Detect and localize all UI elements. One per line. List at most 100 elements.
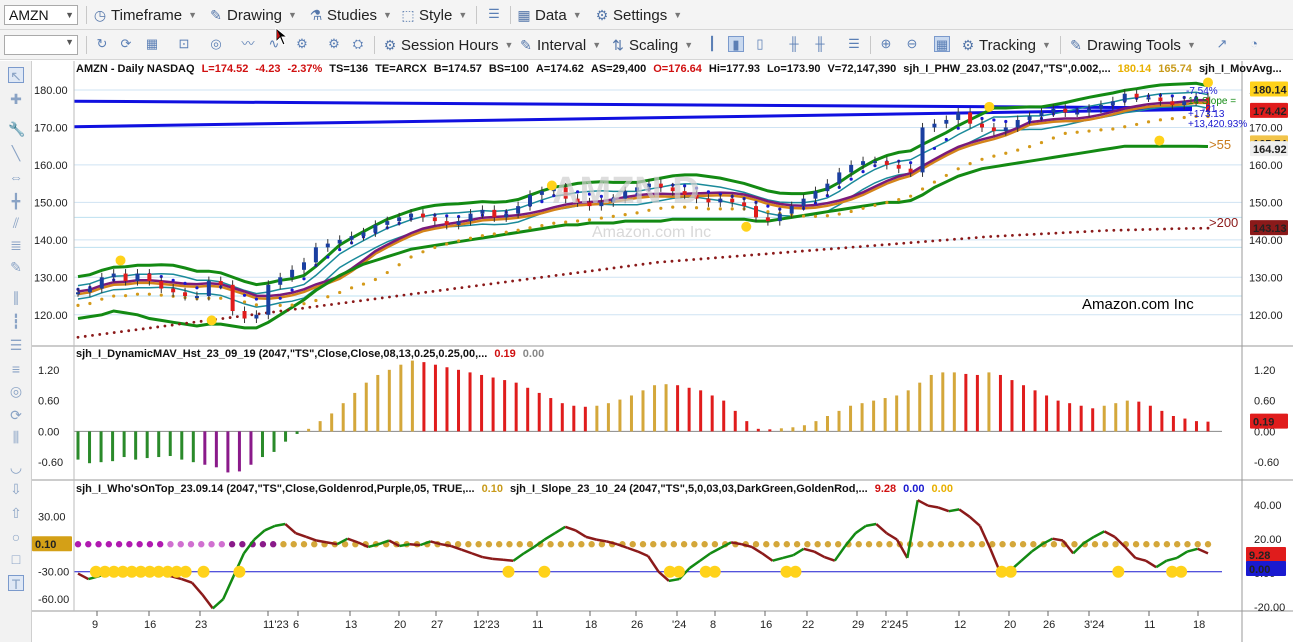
- ma200-dot: [402, 293, 406, 297]
- drawing-tools-menu[interactable]: ✎ Drawing Tools ▼: [1068, 35, 1196, 55]
- ma200-dot: [1090, 229, 1094, 233]
- crosshair-icon[interactable]: ✚: [10, 91, 22, 107]
- slope-segment: [720, 541, 732, 549]
- ray-icon[interactable]: ⇔: [9, 169, 23, 185]
- gold-dot: [849, 209, 853, 214]
- settings-menu[interactable]: ⚙ Settings ▼: [594, 5, 682, 25]
- vertical-lines-icon[interactable]: ∥: [12, 289, 20, 305]
- price-pane[interactable]: [73, 77, 1213, 339]
- candle-body: [1206, 97, 1210, 111]
- reload-icon[interactable]: ⟳: [120, 36, 132, 51]
- ohlc-icon[interactable]: ╫: [789, 36, 799, 51]
- channel-icon[interactable]: ⫽: [12, 215, 20, 231]
- cycle-icon[interactable]: ⟳: [10, 407, 22, 423]
- gold-dot: [504, 230, 508, 234]
- grid-lines-icon[interactable]: ≡: [11, 361, 21, 377]
- signal-dot: [179, 565, 192, 578]
- arrow-up-icon[interactable]: ⇧: [10, 505, 22, 521]
- chevron-down-icon[interactable]: ▼: [65, 10, 74, 20]
- ma200-dot: [663, 260, 667, 264]
- slope-segment: [221, 575, 235, 600]
- studies-menu[interactable]: ⚗ Studies ▼: [308, 5, 392, 25]
- candlestick-icon[interactable]: ▮: [728, 36, 744, 52]
- wrench-icon[interactable]: 🔧: [8, 121, 26, 137]
- candle-body: [266, 284, 271, 315]
- histogram-pane[interactable]: [74, 360, 1222, 473]
- histogram-bar: [318, 421, 322, 432]
- ma200-dot: [960, 237, 964, 241]
- fib-icon[interactable]: ≣: [10, 237, 22, 253]
- ellipse-icon[interactable]: ○: [11, 529, 21, 545]
- histogram-bar: [457, 369, 461, 432]
- table-icon[interactable]: ▦: [145, 36, 159, 51]
- refresh-icon[interactable]: ↻: [96, 36, 108, 51]
- interval-menu[interactable]: ✎ Interval ▼: [518, 35, 601, 55]
- horizontal-line-icon[interactable]: ╋: [11, 193, 21, 209]
- panes-icon[interactable]: ☰: [848, 36, 860, 51]
- chart-area[interactable]: 180.00180.00170.00170.00160.00160.00150.…: [32, 61, 1293, 642]
- symbol-input[interactable]: AMZN ▼: [4, 5, 78, 25]
- pen-icon[interactable]: ✎: [10, 259, 22, 275]
- hlc-icon[interactable]: ╫: [815, 36, 825, 51]
- text-tool-icon[interactable]: T: [8, 575, 24, 592]
- settings-square-icon[interactable]: ⛭: [352, 36, 364, 51]
- bars-chart-icon[interactable]: ┃: [708, 36, 716, 51]
- histogram-bar: [480, 374, 484, 432]
- x-tick-label: 11: [532, 619, 543, 631]
- zoom-pane-icon[interactable]: ⊡: [178, 36, 190, 51]
- indicator-icon[interactable]: ∿: [268, 36, 280, 51]
- candle-body: [87, 288, 92, 293]
- ma200-dot: [1192, 227, 1195, 230]
- workspace-select[interactable]: ▼: [4, 35, 78, 55]
- zoom-in-icon[interactable]: ⊕: [880, 36, 892, 51]
- pivot-marker: [546, 180, 557, 191]
- y-tick-label-right: 150.00: [1249, 197, 1283, 209]
- align-icon[interactable]: ☰: [9, 337, 23, 353]
- histogram-bar: [168, 431, 172, 457]
- hollow-candle-icon[interactable]: ▯: [756, 36, 764, 51]
- data-menu[interactable]: ▦ Data ▼: [516, 5, 581, 25]
- whos-on-top-dot: [280, 541, 287, 548]
- ma200-dot: [322, 304, 326, 307]
- whos-on-top-dot: [691, 541, 698, 548]
- pointer-icon[interactable]: ↖: [8, 67, 24, 84]
- trend-icon[interactable]: ↗: [1216, 36, 1228, 51]
- signal-dot: [197, 565, 210, 578]
- histogram-bar: [1045, 395, 1049, 432]
- ma200-dot: [1170, 227, 1174, 231]
- strategy-icon[interactable]: ⚙: [296, 36, 308, 51]
- trendline-icon[interactable]: ╲: [11, 145, 21, 161]
- rectangle-icon[interactable]: □: [11, 551, 21, 567]
- slope-segment: [854, 524, 867, 535]
- candle-body: [991, 127, 996, 132]
- tracking-menu[interactable]: ⚙ Tracking ▼: [960, 35, 1051, 55]
- session-hours-menu[interactable]: ⚙ Session Hours ▼: [382, 35, 514, 55]
- ma200-dot: [1163, 227, 1166, 231]
- style-menu[interactable]: ⬚ Style ▼: [400, 5, 467, 25]
- histogram-bar: [491, 377, 495, 432]
- vertical-bars-icon[interactable]: ⫼: [12, 429, 20, 445]
- oscillator-pane[interactable]: [74, 499, 1222, 610]
- gold-dot: [278, 303, 282, 308]
- chart-style-icon[interactable]: 〰: [241, 36, 255, 51]
- scaling-menu[interactable]: ⇅ Scaling ▼: [610, 35, 693, 55]
- spiral-icon[interactable]: ◎: [9, 383, 23, 399]
- chevron-down-icon[interactable]: ▼: [65, 37, 74, 47]
- ma200-dot: [532, 276, 536, 280]
- arc-icon[interactable]: ◡: [9, 459, 23, 475]
- grid-toggle-icon[interactable]: ▦: [934, 36, 950, 52]
- bars-icon[interactable]: ┇: [11, 313, 21, 329]
- main-legend-item: BS=100: [489, 63, 529, 75]
- arrow-down-icon[interactable]: ⇩: [10, 481, 22, 497]
- speedometer-icon[interactable]: ◔: [1250, 36, 1258, 51]
- format-icon[interactable]: ⚙: [328, 36, 340, 51]
- timeframe-menu[interactable]: ◷ Timeframe ▼: [92, 5, 197, 25]
- slope-segment: [637, 550, 649, 558]
- osc-left-badge-bg: [32, 536, 72, 552]
- trendline: [73, 107, 1193, 129]
- candle-body: [646, 183, 651, 188]
- compass-icon[interactable]: ◎: [210, 36, 222, 51]
- zoom-out-icon[interactable]: ⊖: [906, 36, 918, 51]
- drawing-menu[interactable]: ✎ Drawing ▼: [208, 5, 297, 25]
- panes-icon[interactable]: ☰: [488, 6, 500, 21]
